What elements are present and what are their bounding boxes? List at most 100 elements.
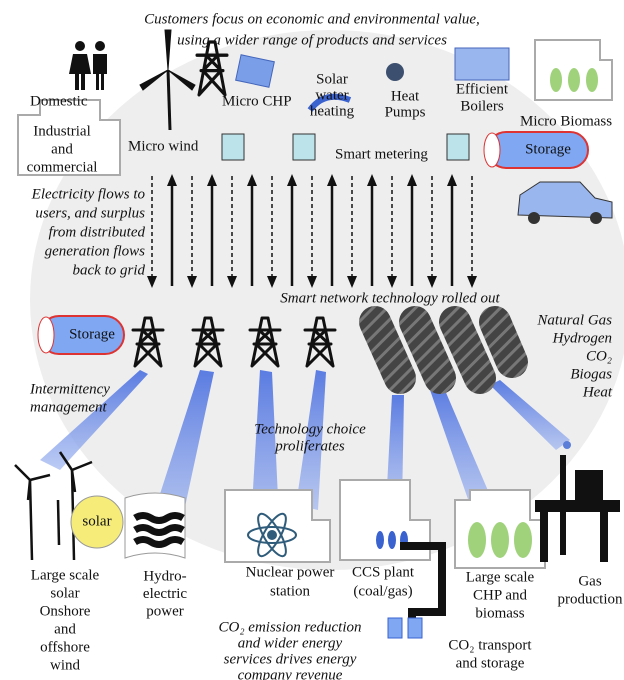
arrow-head bbox=[367, 174, 377, 186]
arrow-head bbox=[207, 174, 217, 186]
label: commercial bbox=[27, 159, 98, 175]
arrow-head bbox=[187, 276, 197, 288]
ellipse-shape bbox=[491, 522, 509, 558]
label: power bbox=[146, 603, 184, 619]
label: CHP and bbox=[473, 587, 528, 603]
polygon-shape bbox=[430, 388, 492, 505]
label: Storage bbox=[525, 141, 571, 157]
header-text: using a wider range of products and serv… bbox=[177, 32, 447, 48]
arrow-head bbox=[467, 276, 477, 288]
label: Gas bbox=[578, 573, 601, 589]
path-shape bbox=[133, 512, 185, 524]
arrow-head bbox=[247, 174, 257, 186]
factory-icon bbox=[17, 99, 121, 176]
storage-mid bbox=[37, 315, 125, 355]
line-shape bbox=[28, 479, 34, 561]
micro-wind bbox=[139, 29, 196, 131]
label: Efficient bbox=[456, 81, 509, 97]
arrow-head bbox=[387, 276, 397, 288]
flow-arrows bbox=[147, 174, 477, 288]
polygon-shape bbox=[40, 370, 148, 470]
polygon-shape bbox=[150, 370, 214, 530]
people-icon bbox=[69, 41, 107, 90]
hydro-waves bbox=[133, 512, 185, 548]
atom bbox=[247, 512, 297, 558]
circle-shape bbox=[528, 212, 540, 224]
label: Solar bbox=[316, 71, 348, 87]
label: Large scale bbox=[31, 567, 100, 583]
label: CO₂ transport bbox=[448, 637, 532, 653]
label: Micro CHP bbox=[222, 93, 292, 109]
path-shape bbox=[133, 524, 185, 536]
leaves bbox=[550, 68, 598, 92]
label: management bbox=[30, 399, 107, 415]
label: services drives energy bbox=[224, 651, 357, 667]
label: Heat bbox=[582, 384, 613, 400]
path-shape bbox=[14, 451, 93, 501]
line-shape bbox=[439, 306, 496, 394]
label: Smart metering bbox=[335, 146, 428, 162]
label: back to grid bbox=[73, 262, 146, 278]
label: Hydro- bbox=[143, 568, 186, 584]
label: Technology choice bbox=[254, 421, 366, 437]
ellipse-shape bbox=[257, 512, 287, 558]
pipes bbox=[359, 306, 528, 394]
smart-meters bbox=[221, 133, 470, 161]
storage-top bbox=[483, 131, 589, 169]
ellipse-shape bbox=[568, 68, 580, 92]
label: station bbox=[270, 583, 310, 599]
label: and bbox=[51, 141, 73, 157]
circle-shape bbox=[590, 212, 602, 224]
polygon-shape bbox=[386, 395, 404, 505]
arrow-head bbox=[447, 174, 457, 186]
solar-water bbox=[307, 93, 352, 112]
label: solar bbox=[50, 585, 79, 601]
label: Electricity flows to bbox=[31, 186, 146, 202]
arrow-head bbox=[147, 276, 157, 288]
label: heating bbox=[310, 103, 355, 119]
label: and storage bbox=[456, 655, 525, 671]
line-shape bbox=[399, 306, 456, 394]
label: Domestic bbox=[30, 93, 88, 109]
rect-shape bbox=[292, 133, 316, 161]
rect-shape bbox=[575, 470, 603, 500]
arrow-head bbox=[327, 174, 337, 186]
path-shape bbox=[139, 29, 196, 91]
path-shape bbox=[517, 181, 613, 219]
label: Industrial bbox=[33, 123, 91, 139]
label: Micro Biomass bbox=[520, 113, 612, 129]
rect-shape bbox=[540, 512, 548, 562]
line-shape bbox=[56, 499, 61, 546]
path-shape bbox=[69, 54, 91, 90]
label: generation flows bbox=[45, 243, 146, 259]
label: Heat bbox=[391, 88, 420, 104]
ellipse-shape bbox=[550, 68, 562, 92]
path-shape bbox=[93, 54, 107, 90]
arrow-head bbox=[347, 276, 357, 288]
arrow-head bbox=[227, 276, 237, 288]
label: CCS plant bbox=[352, 564, 415, 580]
label: CO₂ emission reduction bbox=[219, 619, 362, 635]
label: Hydrogen bbox=[552, 330, 612, 346]
label: production bbox=[558, 591, 623, 607]
arrow-head bbox=[267, 276, 277, 288]
circle-shape bbox=[95, 41, 105, 51]
co2-tanks bbox=[387, 617, 423, 639]
ellipse-shape bbox=[483, 132, 501, 168]
circle-shape bbox=[267, 530, 277, 540]
nuclear-building bbox=[224, 489, 331, 563]
ellipse-shape bbox=[247, 526, 297, 544]
polygon-shape bbox=[490, 380, 570, 450]
label: Onshore bbox=[40, 603, 91, 619]
chp-leaves bbox=[468, 522, 532, 558]
label: Large scale bbox=[466, 569, 535, 585]
label: Nuclear power bbox=[246, 564, 335, 580]
arrow-head bbox=[427, 276, 437, 288]
car bbox=[517, 181, 613, 224]
polygon-shape bbox=[296, 370, 326, 510]
rect-shape bbox=[446, 133, 470, 161]
line-shape bbox=[166, 69, 172, 131]
rect-shape bbox=[407, 617, 423, 639]
ellipse-shape bbox=[586, 68, 598, 92]
